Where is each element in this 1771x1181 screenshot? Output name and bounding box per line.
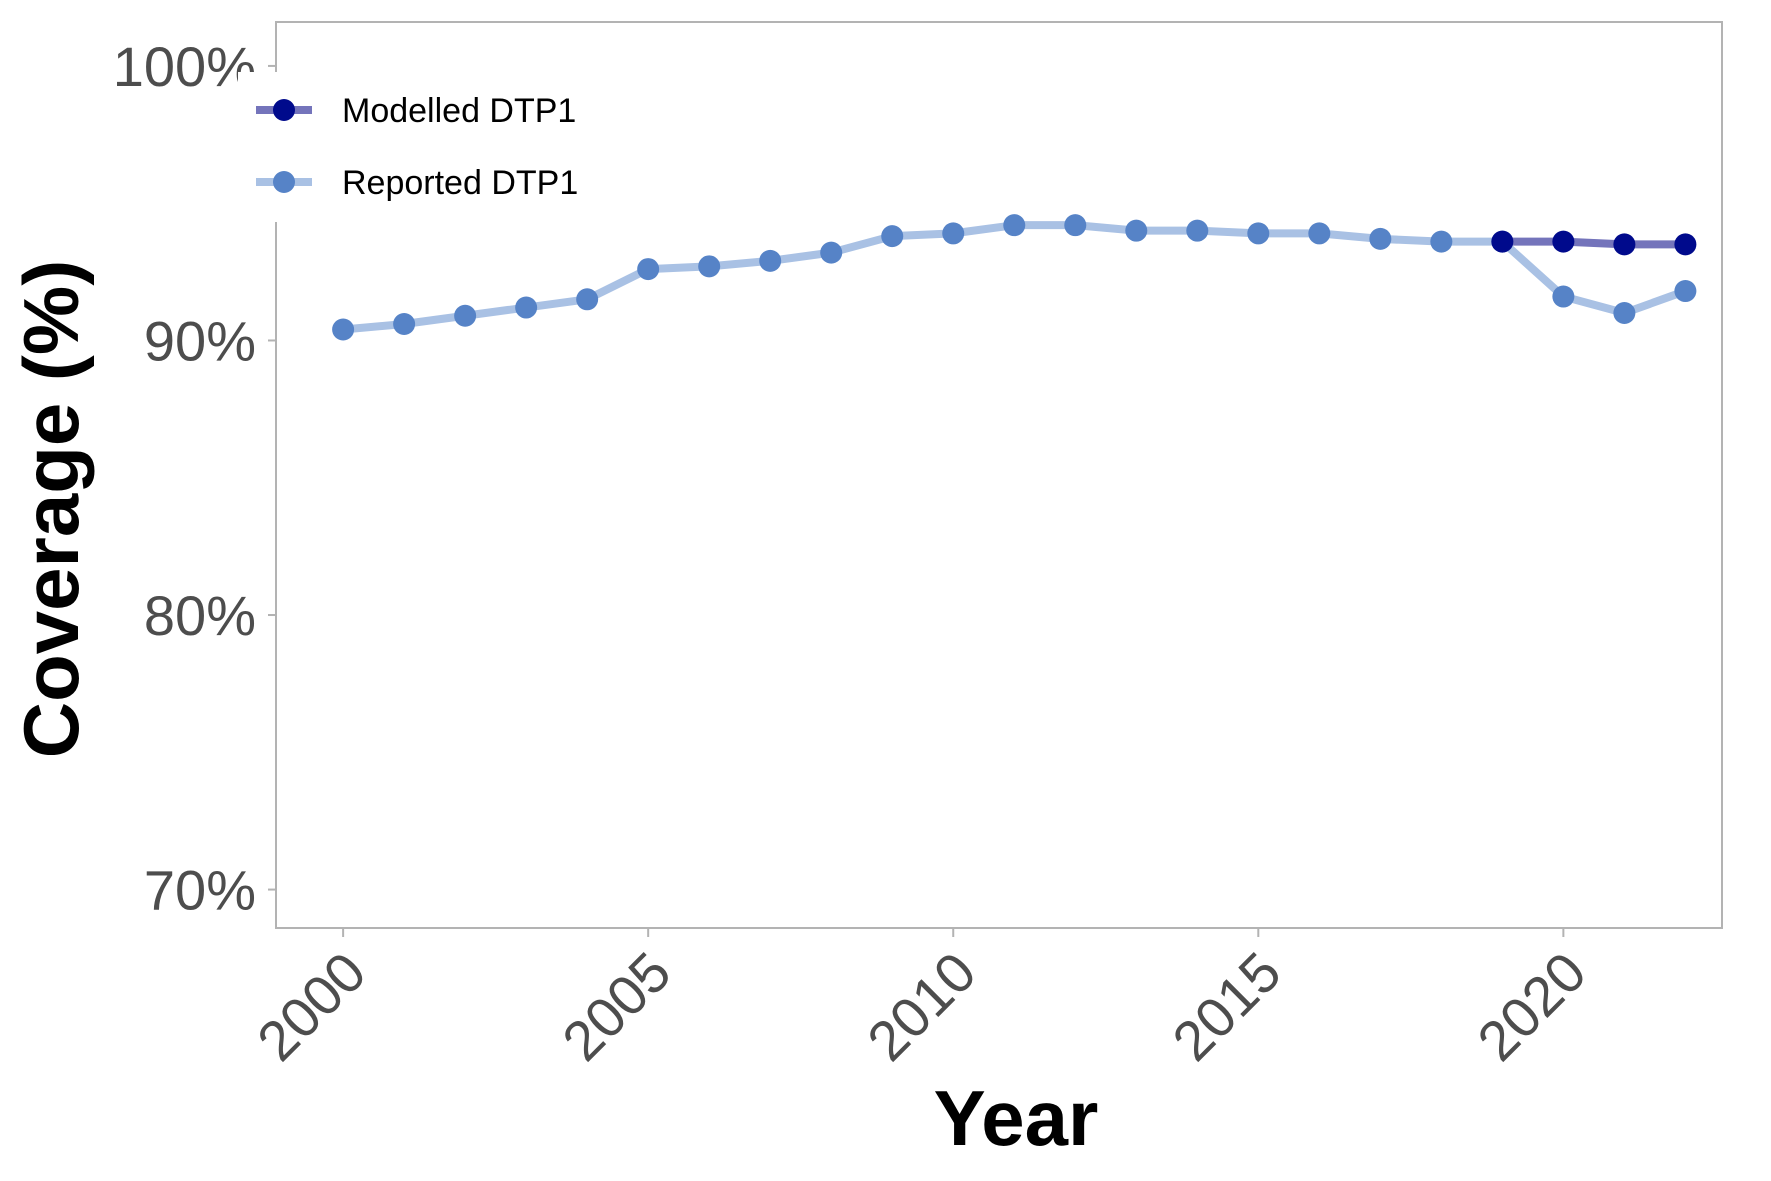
data-point: [1613, 302, 1636, 325]
data-point: [1003, 214, 1026, 237]
data-point: [1430, 230, 1453, 253]
x-axis: 2000 2005 2010 2015 2020: [245, 928, 1598, 1073]
x-tick-label: 2005: [550, 940, 683, 1073]
legend-key-point: [273, 171, 295, 193]
x-axis-title: Year: [934, 1074, 1099, 1162]
data-point: [1613, 233, 1636, 256]
series-line: [339, 221, 1690, 334]
legend-item: Reported DTP1: [256, 164, 578, 202]
data-point: [1186, 219, 1209, 242]
legend-label: Modelled DTP1: [342, 92, 576, 130]
legend-background: [238, 72, 608, 222]
data-point: [881, 225, 904, 248]
y-tick-label: 90%: [144, 309, 256, 372]
legend-item: Modelled DTP1: [256, 92, 576, 130]
data-point: [1674, 233, 1697, 256]
data-point: [1369, 227, 1392, 250]
data-point: [1674, 280, 1697, 303]
data-point: [515, 296, 538, 319]
data-point: [393, 313, 416, 335]
data-point: [759, 249, 782, 272]
x-tick-label: 2020: [1465, 940, 1598, 1073]
x-tick-label: 2010: [855, 940, 988, 1073]
x-tick-label: 2015: [1160, 940, 1293, 1073]
legend: Modelled DTP1 Reported DTP1: [238, 72, 608, 222]
y-axis-title: Coverage (%): [7, 260, 95, 758]
data-point: [332, 318, 355, 341]
data-point: [1308, 222, 1331, 245]
y-tick-label: 80%: [144, 584, 256, 647]
data-point: [698, 255, 721, 278]
y-axis: 70% 80% 90% 100%: [113, 35, 276, 922]
data-point: [1552, 230, 1575, 253]
series-modelled-dtp1: [1491, 230, 1697, 256]
data-point: [454, 304, 477, 327]
data-point: [942, 222, 965, 245]
data-point: [637, 258, 660, 281]
data-point: [576, 288, 599, 311]
legend-label: Reported DTP1: [342, 164, 578, 202]
plot-panel-border: [275, 21, 1723, 929]
x-tick-label: 2000: [245, 940, 378, 1073]
data-point: [1125, 219, 1148, 242]
series-layer: [332, 214, 1697, 341]
series-reported-dtp1: [332, 214, 1697, 341]
y-tick-label: 70%: [144, 859, 256, 922]
y-tick-label: 100%: [113, 35, 256, 98]
data-point: [1247, 222, 1270, 245]
data-point: [1552, 285, 1575, 308]
data-point: [1064, 214, 1087, 237]
legend-key-point: [273, 99, 295, 121]
data-point: [1491, 230, 1514, 253]
series-line: [1498, 237, 1690, 249]
data-point: [820, 241, 843, 264]
